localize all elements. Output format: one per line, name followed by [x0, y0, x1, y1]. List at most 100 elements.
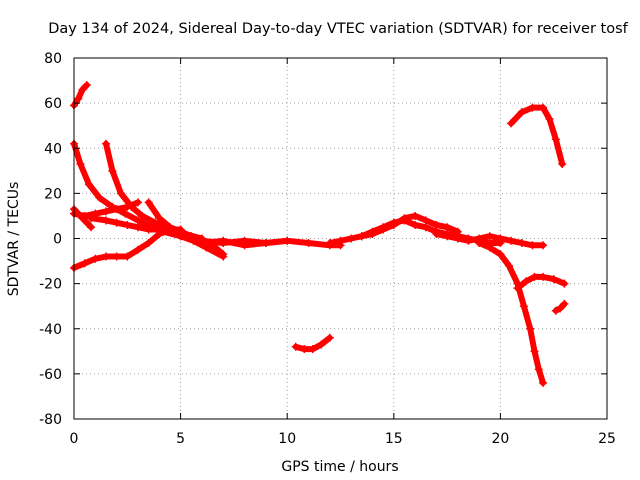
data-point: [443, 232, 452, 241]
data-point: [116, 189, 125, 198]
data-point: [101, 207, 110, 216]
data-point: [219, 250, 228, 259]
series-arc-16: [513, 272, 569, 293]
data-point: [400, 216, 409, 225]
y-tick-label: 20: [44, 186, 62, 202]
data-point: [176, 232, 185, 241]
y-tick-label: -60: [39, 367, 62, 383]
data-point: [108, 166, 117, 175]
data-point: [507, 119, 516, 128]
y-axis-title: SDTVAR / TECUs: [6, 182, 22, 297]
data-point: [453, 234, 462, 243]
data-point: [112, 205, 121, 214]
data-point: [379, 223, 388, 232]
data-point: [560, 279, 569, 288]
x-tick-label: 0: [70, 431, 79, 447]
data-point: [513, 284, 522, 293]
data-point: [123, 220, 132, 229]
data-point: [551, 306, 560, 315]
data-point: [389, 218, 398, 227]
data-point: [91, 254, 100, 263]
data-point: [517, 108, 526, 117]
data-point: [551, 135, 560, 144]
data-point: [80, 259, 89, 268]
data-point: [507, 236, 516, 245]
data-point: [101, 216, 110, 225]
data-point: [308, 345, 317, 354]
data-point: [464, 236, 473, 245]
data-point: [530, 272, 539, 281]
data-point: [151, 218, 160, 227]
data-point: [558, 160, 567, 169]
data-point: [78, 85, 87, 94]
data-point: [336, 236, 345, 245]
data-point: [304, 239, 313, 248]
x-tick-label: 25: [598, 431, 616, 447]
grid: [74, 58, 607, 419]
data-point: [291, 342, 300, 351]
data-point: [347, 234, 356, 243]
data-point: [485, 243, 494, 252]
chart-title: Day 134 of 2024, Sidereal Day-to-day VTE…: [48, 21, 628, 37]
data-point: [325, 239, 334, 248]
data-point: [421, 216, 430, 225]
series-line: [508, 104, 566, 167]
data-point: [80, 211, 89, 220]
data-point: [144, 225, 153, 234]
data-point: [133, 216, 142, 225]
data-point: [87, 223, 96, 232]
data-point: [283, 236, 292, 245]
data-point: [496, 250, 505, 259]
data-point: [300, 345, 309, 354]
data-point: [123, 252, 132, 261]
series-arc-18: [507, 103, 567, 169]
data-point: [517, 239, 526, 248]
data-point: [84, 180, 93, 189]
data-point: [155, 214, 164, 223]
data-point: [197, 239, 206, 248]
data-point: [534, 365, 543, 374]
data-point: [112, 218, 121, 227]
data-point: [528, 103, 537, 112]
data-point: [165, 223, 174, 232]
data-point: [530, 347, 539, 356]
series-arc-17: [551, 299, 569, 315]
data-point: [76, 160, 85, 169]
y-tick-label: 40: [44, 141, 62, 157]
data-point: [496, 234, 505, 243]
data-point: [411, 211, 420, 220]
series-line: [71, 82, 90, 109]
data-point: [539, 378, 548, 387]
data-point: [411, 220, 420, 229]
x-tick-label: 15: [385, 431, 403, 447]
data-point: [133, 223, 142, 232]
data-point: [443, 223, 452, 232]
data-point: [133, 245, 142, 254]
y-tick-label: -40: [39, 322, 62, 338]
y-tick-label: 80: [44, 51, 62, 67]
series-arc-10: [197, 236, 292, 250]
data-point: [421, 223, 430, 232]
data-point: [432, 229, 441, 238]
data-point: [432, 220, 441, 229]
y-tick-label: -20: [39, 277, 62, 293]
data-point: [539, 272, 548, 281]
data-point: [368, 227, 377, 236]
data-point: [519, 302, 528, 311]
data-point: [138, 211, 147, 220]
series-arc-11: [325, 211, 462, 248]
data-point: [317, 340, 326, 349]
series-line: [476, 240, 546, 386]
data-point: [112, 252, 121, 261]
data-point: [74, 94, 83, 103]
data-point: [144, 239, 153, 248]
series-group: [70, 81, 569, 387]
data-point: [133, 198, 142, 207]
data-point: [539, 241, 548, 250]
data-point: [549, 275, 558, 284]
data-point: [82, 81, 91, 90]
data-point: [325, 333, 334, 342]
data-point: [127, 202, 136, 211]
data-point: [545, 114, 554, 123]
